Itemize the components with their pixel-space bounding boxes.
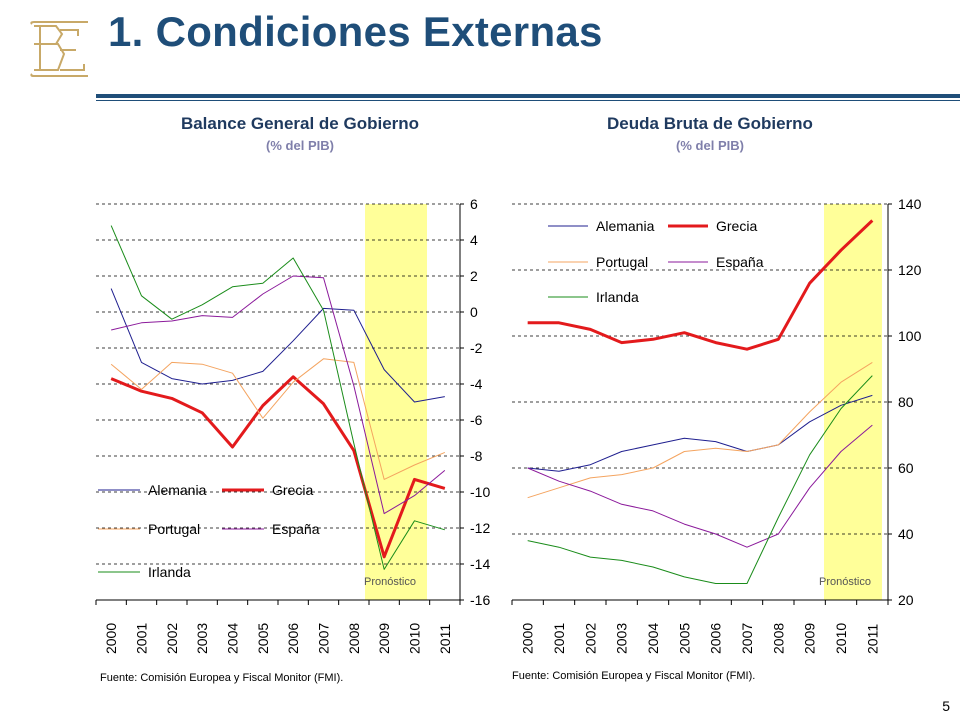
y-tick-label: -16: [470, 592, 490, 608]
y-tick-label: 140: [898, 196, 922, 212]
legend-label-grecia: Grecia: [272, 482, 313, 498]
series-line-alemania: [110, 288, 445, 403]
legend-label-portugal: Portugal: [596, 254, 648, 270]
y-tick-label: 120: [898, 262, 922, 278]
y-tick-label: 2: [470, 268, 478, 284]
legend-label-alemania: Alemania: [596, 218, 655, 234]
y-tick-label: -6: [470, 412, 483, 428]
legend-label-grecia: Grecia: [716, 218, 757, 234]
y-tick-label: -10: [470, 484, 490, 500]
series-line-alemania: [527, 394, 873, 472]
x-tick-label: 2000: [520, 623, 536, 654]
header-divider: [96, 94, 960, 98]
x-tick-label: 2009: [802, 623, 818, 654]
x-tick-label: 2011: [864, 624, 880, 654]
x-tick-label: 2005: [676, 623, 692, 654]
y-tick-label: 60: [898, 460, 914, 476]
source-note-deuda: Fuente: Comisión Europea y Fiscal Monito…: [512, 670, 756, 682]
x-tick-label: 2007: [316, 623, 332, 654]
legend-label-irlanda: Irlanda: [596, 289, 639, 305]
x-tick-label: 2004: [645, 623, 661, 654]
x-tick-label: 2000: [103, 623, 119, 654]
bde-monogram-icon: [30, 21, 88, 77]
x-tick-label: 2010: [407, 623, 423, 654]
legend-label-portugal: Portugal: [148, 521, 200, 537]
y-tick-label: 20: [898, 592, 914, 608]
legend-label-espana: España: [716, 254, 764, 270]
forecast-label: Pronóstico: [819, 576, 871, 588]
x-tick-label: 2008: [770, 623, 786, 654]
series-line-grecia: [110, 375, 446, 559]
x-tick-label: 2002: [582, 623, 598, 654]
chart-subtitle-deuda: (% del PIB): [676, 138, 744, 153]
series-line-portugal: [527, 361, 873, 499]
x-tick-label: 2004: [225, 623, 241, 654]
forecast-band: [365, 204, 427, 600]
page-title: 1. Condiciones Externas: [108, 8, 603, 55]
legend-label-irlanda: Irlanda: [148, 564, 191, 580]
y-tick-label: -12: [470, 520, 490, 536]
x-tick-label: 2008: [346, 623, 362, 654]
y-tick-label: -2: [470, 340, 483, 356]
chart-title-balance: Balance General de Gobierno: [180, 114, 420, 133]
x-tick-label: 2001: [134, 623, 150, 654]
y-tick-label: -4: [470, 376, 483, 392]
y-tick-label: -14: [470, 556, 490, 572]
chart-title-deuda: Deuda Bruta de Gobierno: [607, 114, 813, 133]
y-tick-label: 100: [898, 328, 922, 344]
y-tick-label: 4: [470, 232, 478, 248]
legend-label-alemania: Alemania: [148, 482, 207, 498]
x-tick-label: 2001: [551, 623, 567, 654]
x-tick-label: 2006: [285, 623, 301, 654]
y-tick-label: 6: [470, 196, 478, 212]
y-tick-label: 40: [898, 526, 914, 542]
series-line-portugal: [110, 358, 446, 480]
y-tick-label: -8: [470, 448, 483, 464]
x-tick-label: 2011: [437, 624, 453, 654]
series-line-irlanda: [110, 225, 445, 570]
x-tick-label: 2003: [614, 623, 630, 654]
x-tick-label: 2003: [194, 623, 210, 654]
chart-subtitle-balance: (% del PIB): [266, 138, 334, 153]
x-tick-label: 2009: [376, 623, 392, 654]
x-tick-label: 2005: [255, 623, 271, 654]
series-line-espana: [527, 424, 873, 548]
y-tick-label: 80: [898, 394, 914, 410]
source-note-balance: Fuente: Comisión Europea y Fiscal Monito…: [100, 672, 344, 684]
x-tick-label: 2007: [739, 623, 755, 654]
series-line-irlanda: [527, 375, 873, 584]
legend-label-espana: España: [272, 521, 320, 537]
forecast-label: Pronóstico: [364, 576, 416, 588]
page-number: 5: [942, 698, 950, 714]
x-tick-label: 2006: [708, 623, 724, 654]
x-tick-label: 2002: [164, 623, 180, 654]
header-divider-thin: [96, 100, 960, 101]
y-tick-label: 0: [470, 304, 478, 320]
x-tick-label: 2010: [833, 623, 849, 654]
series-line-grecia: [527, 219, 874, 351]
series-line-espana: [111, 275, 446, 515]
